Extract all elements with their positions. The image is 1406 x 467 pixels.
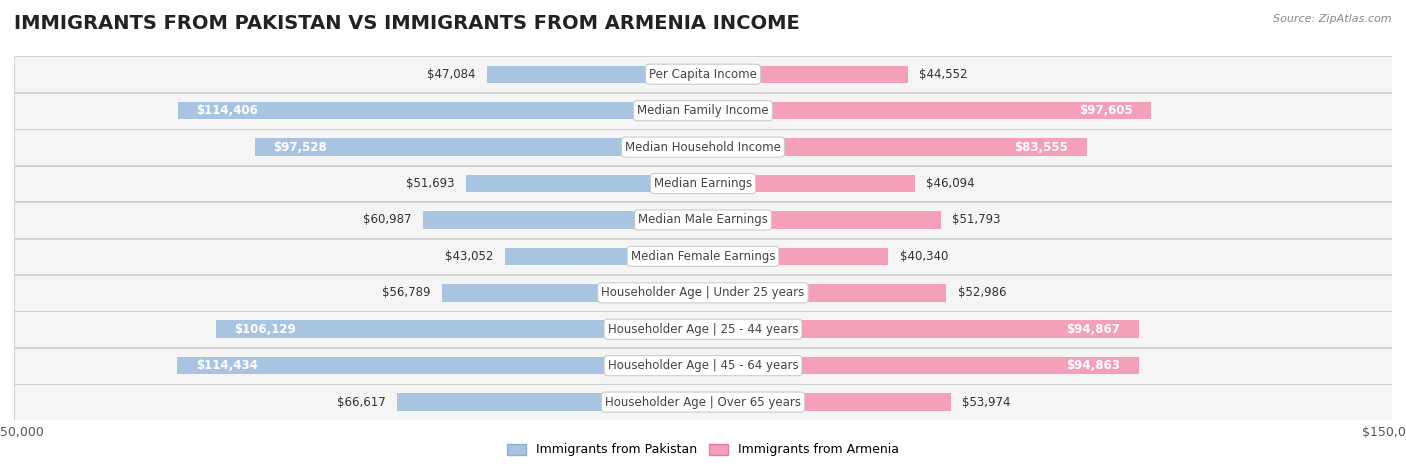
Bar <box>423 211 703 229</box>
Text: Median Female Earnings: Median Female Earnings <box>631 250 775 263</box>
Bar <box>14 93 1392 128</box>
Text: Householder Age | Over 65 years: Householder Age | Over 65 years <box>605 396 801 409</box>
Bar <box>14 239 1392 274</box>
Text: $46,094: $46,094 <box>927 177 974 190</box>
Bar <box>441 284 703 302</box>
Bar <box>14 311 1392 347</box>
Bar <box>703 320 1139 338</box>
Text: $47,084: $47,084 <box>427 68 475 81</box>
Text: $94,867: $94,867 <box>1067 323 1121 336</box>
Bar <box>703 248 889 265</box>
Text: IMMIGRANTS FROM PAKISTAN VS IMMIGRANTS FROM ARMENIA INCOME: IMMIGRANTS FROM PAKISTAN VS IMMIGRANTS F… <box>14 14 800 33</box>
Bar <box>14 275 1392 311</box>
Text: $51,793: $51,793 <box>952 213 1001 226</box>
Bar <box>703 102 1152 120</box>
Text: $44,552: $44,552 <box>920 68 967 81</box>
Text: $83,555: $83,555 <box>1015 141 1069 154</box>
Bar <box>14 129 1392 165</box>
Bar <box>703 284 946 302</box>
Bar <box>254 138 703 156</box>
Bar <box>14 348 1392 383</box>
Bar <box>215 320 703 338</box>
Text: $40,340: $40,340 <box>900 250 948 263</box>
Bar <box>14 384 1392 420</box>
Text: $97,528: $97,528 <box>273 141 328 154</box>
Text: Householder Age | 45 - 64 years: Householder Age | 45 - 64 years <box>607 359 799 372</box>
Text: $94,863: $94,863 <box>1067 359 1121 372</box>
Text: $60,987: $60,987 <box>363 213 412 226</box>
Bar <box>486 65 703 83</box>
Bar <box>177 102 703 120</box>
Text: $66,617: $66,617 <box>337 396 385 409</box>
Legend: Immigrants from Pakistan, Immigrants from Armenia: Immigrants from Pakistan, Immigrants fro… <box>502 439 904 461</box>
Text: $106,129: $106,129 <box>233 323 295 336</box>
Text: $114,434: $114,434 <box>195 359 257 372</box>
Bar <box>703 65 908 83</box>
Text: $51,693: $51,693 <box>405 177 454 190</box>
Bar <box>14 202 1392 238</box>
Bar <box>177 357 703 375</box>
Bar <box>14 166 1392 201</box>
Text: $53,974: $53,974 <box>962 396 1011 409</box>
Bar <box>703 138 1087 156</box>
Text: $56,789: $56,789 <box>382 286 430 299</box>
Text: $43,052: $43,052 <box>446 250 494 263</box>
Text: $52,986: $52,986 <box>957 286 1007 299</box>
Text: Median Male Earnings: Median Male Earnings <box>638 213 768 226</box>
Text: Per Capita Income: Per Capita Income <box>650 68 756 81</box>
Text: Source: ZipAtlas.com: Source: ZipAtlas.com <box>1274 14 1392 24</box>
Bar <box>465 175 703 192</box>
Bar <box>396 393 703 411</box>
Text: Householder Age | Under 25 years: Householder Age | Under 25 years <box>602 286 804 299</box>
Bar <box>703 393 950 411</box>
Bar <box>703 357 1139 375</box>
Bar <box>505 248 703 265</box>
Text: Median Family Income: Median Family Income <box>637 104 769 117</box>
Text: Median Earnings: Median Earnings <box>654 177 752 190</box>
Text: Median Household Income: Median Household Income <box>626 141 780 154</box>
Text: $114,406: $114,406 <box>195 104 257 117</box>
Text: $97,605: $97,605 <box>1080 104 1133 117</box>
Text: Householder Age | 25 - 44 years: Householder Age | 25 - 44 years <box>607 323 799 336</box>
Bar <box>14 57 1392 92</box>
Bar <box>703 211 941 229</box>
Bar <box>703 175 915 192</box>
